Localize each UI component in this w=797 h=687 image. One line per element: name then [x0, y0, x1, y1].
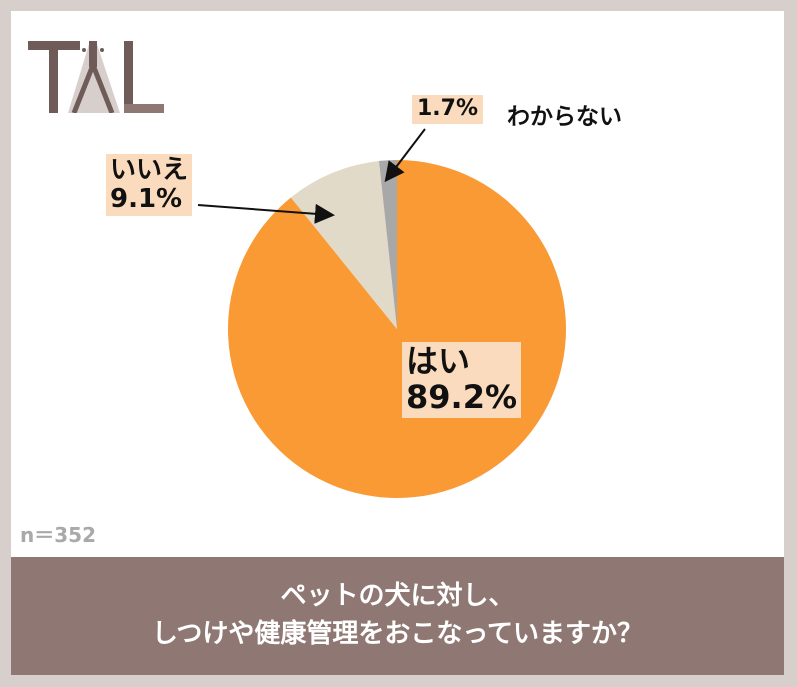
sample-size: n＝352: [20, 523, 96, 547]
pie-chart: [197, 128, 567, 498]
pie-slice-no: [290, 160, 397, 329]
chart-card: はい 89.2% いいえ 9.1% 1.7% わからない n＝352 ペットの犬…: [11, 11, 784, 675]
question-line-2: しつけや健康管理をおこなっていますか？: [151, 619, 644, 649]
leader-line-unknown: [384, 128, 426, 183]
label-no-category: いいえ: [110, 155, 189, 185]
label-no: いいえ 9.1%: [106, 154, 193, 217]
label-yes-category: はい: [406, 342, 471, 380]
label-yes: はい 89.2%: [402, 342, 522, 418]
question-banner: ペットの犬に対し、 しつけや健康管理をおこなっていますか？: [11, 557, 784, 675]
label-yes-value: 89.2%: [406, 377, 518, 416]
brand-logo: [28, 41, 164, 113]
label-unknown-value: 1.7%: [412, 95, 484, 124]
leader-line-no: [197, 203, 335, 224]
label-unknown-category: わからない: [507, 104, 622, 130]
pie-slice-unknown: [378, 160, 397, 329]
label-no-value: 9.1%: [110, 184, 183, 215]
question-line-1: ペットの犬に対し、: [280, 581, 515, 611]
